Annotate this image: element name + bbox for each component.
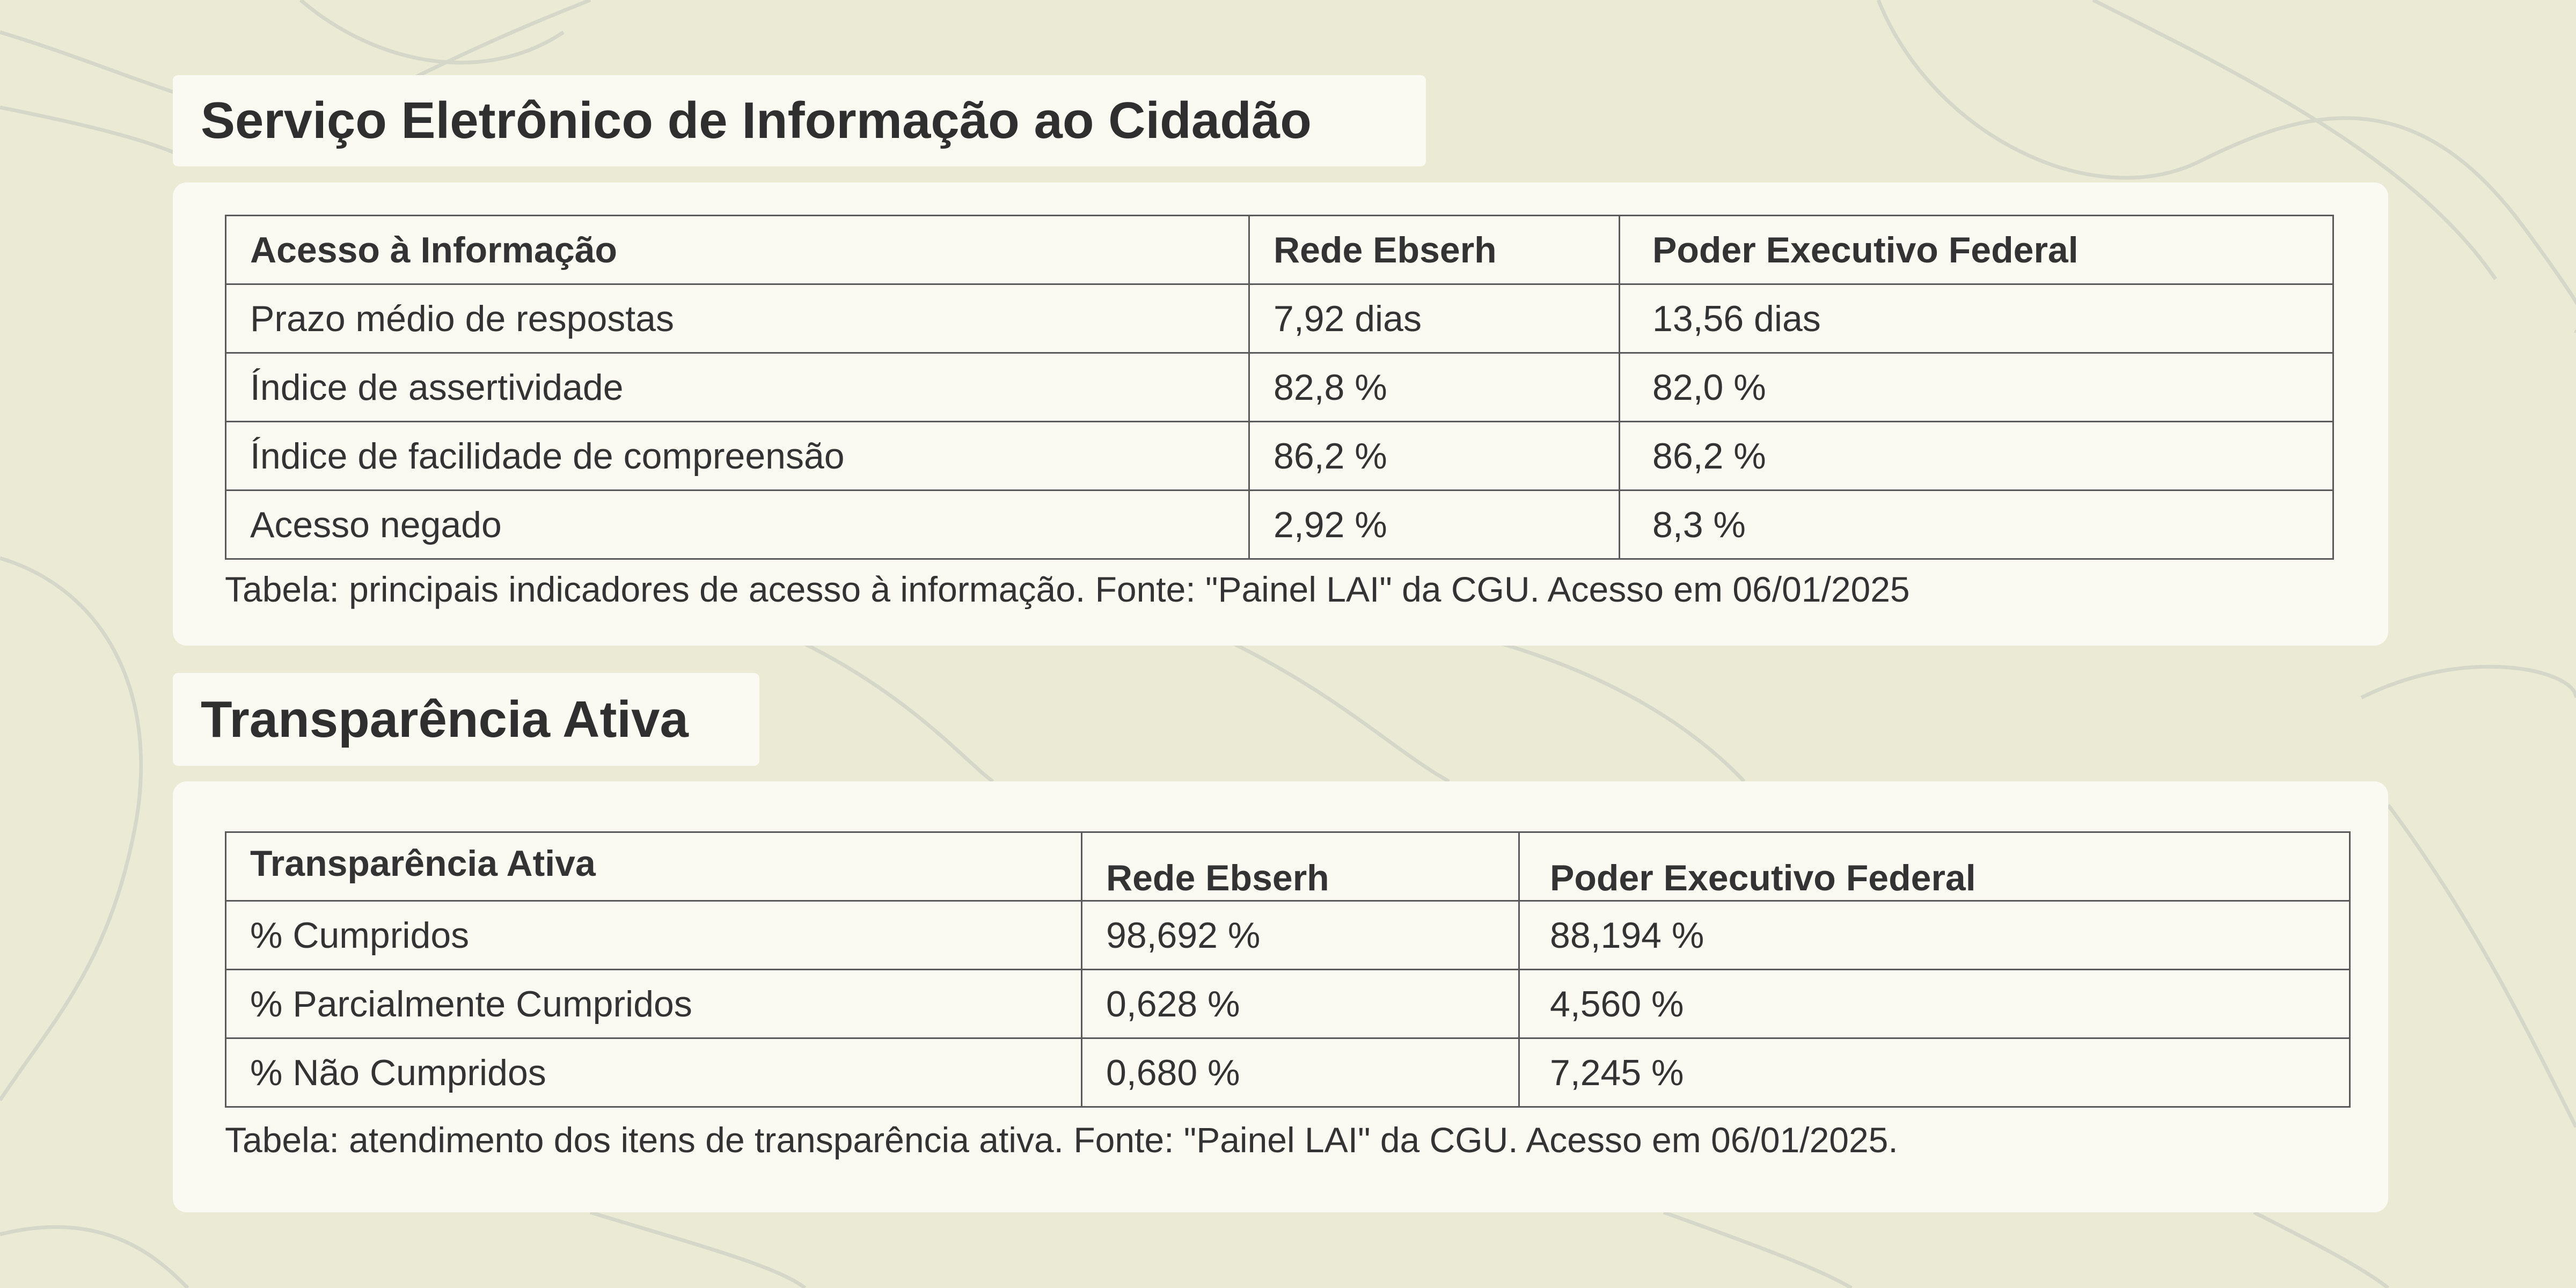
section-title-transparencia: Transparência Ativa xyxy=(173,673,759,766)
table-row: % Cumpridos 98,692 % 88,194 % xyxy=(225,900,2351,970)
cell-value: 88,194 % xyxy=(1518,900,2351,970)
cell-value: 13,56 dias xyxy=(1619,283,2334,354)
table-row: % Parcialmente Cumpridos 0,628 % 4,560 % xyxy=(225,969,2351,1039)
header-cell: Poder Executivo Federal xyxy=(1619,215,2334,285)
cell-value: 82,8 % xyxy=(1248,352,1620,422)
cell-value: 4,560 % xyxy=(1518,969,2351,1039)
row-label: % Parcialmente Cumpridos xyxy=(225,969,1082,1039)
table-row: Índice de assertividade 82,8 % 82,0 % xyxy=(225,352,2334,422)
cell-value: 86,2 % xyxy=(1248,421,1620,491)
cell-value: 7,245 % xyxy=(1518,1037,2351,1108)
cell-value: 7,92 dias xyxy=(1248,283,1620,354)
row-label: % Cumpridos xyxy=(225,900,1082,970)
table-row: Acesso negado 2,92 % 8,3 % xyxy=(225,489,2334,560)
cell-value: 2,92 % xyxy=(1248,489,1620,560)
active-transparency-table: Transparência Ativa Rede Ebserh Poder Ex… xyxy=(225,831,2351,1108)
row-label: Índice de facilidade de compreensão xyxy=(225,421,1250,491)
cell-value: 0,680 % xyxy=(1081,1037,1520,1108)
row-label: Prazo médio de respostas xyxy=(225,283,1250,354)
table-header-row: Transparência Ativa Rede Ebserh Poder Ex… xyxy=(225,831,2351,902)
access-information-table: Acesso à Informação Rede Ebserh Poder Ex… xyxy=(225,215,2334,560)
row-label: Índice de assertividade xyxy=(225,352,1250,422)
section-title-sic: Serviço Eletrônico de Informação ao Cida… xyxy=(173,75,1426,166)
header-cell: Rede Ebserh xyxy=(1248,215,1620,285)
transparencia-panel: Transparência Ativa Rede Ebserh Poder Ex… xyxy=(173,781,2388,1212)
header-cell: Transparência Ativa xyxy=(225,831,1082,902)
cell-value: 8,3 % xyxy=(1619,489,2334,560)
table-caption: Tabela: atendimento dos itens de transpa… xyxy=(225,1120,1898,1160)
table-header-row: Acesso à Informação Rede Ebserh Poder Ex… xyxy=(225,215,2334,285)
header-cell: Acesso à Informação xyxy=(225,215,1250,285)
row-label: Acesso negado xyxy=(225,489,1250,560)
header-cell: Poder Executivo Federal xyxy=(1518,831,2351,902)
table-row: % Não Cumpridos 0,680 % 7,245 % xyxy=(225,1037,2351,1108)
table-caption: Tabela: principais indicadores de acesso… xyxy=(225,569,1910,609)
table-row: Prazo médio de respostas 7,92 dias 13,56… xyxy=(225,283,2334,354)
cell-value: 86,2 % xyxy=(1619,421,2334,491)
cell-value: 98,692 % xyxy=(1081,900,1520,970)
sic-panel: Acesso à Informação Rede Ebserh Poder Ex… xyxy=(173,182,2388,646)
cell-value: 0,628 % xyxy=(1081,969,1520,1039)
row-label: % Não Cumpridos xyxy=(225,1037,1082,1108)
header-cell: Rede Ebserh xyxy=(1081,831,1520,902)
table-row: Índice de facilidade de compreensão 86,2… xyxy=(225,421,2334,491)
cell-value: 82,0 % xyxy=(1619,352,2334,422)
